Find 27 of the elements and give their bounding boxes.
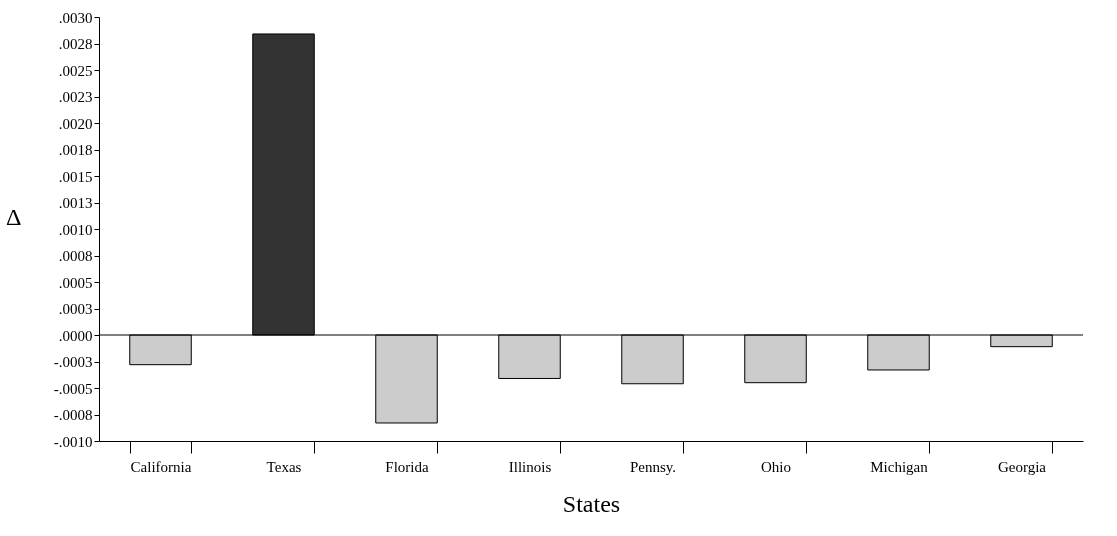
x-tick-label: Pennsy. (629, 458, 677, 475)
x-axis-title: States (562, 490, 621, 517)
x-tick-label: Illinois (508, 458, 552, 475)
y-tick-label: .0003 (58, 301, 93, 317)
x-tick-label: Michigan (870, 458, 929, 475)
y-tick-label: .0000 (58, 327, 93, 344)
y-tick-label: .0020 (58, 115, 93, 132)
y-tick-label: .0015 (58, 168, 93, 185)
y-tick-label: .0028 (58, 36, 93, 52)
x-tick-label: Texas (266, 458, 302, 475)
y-tick-label: .0023 (58, 89, 93, 105)
y-tick-label: .0008 (58, 248, 93, 264)
y-tick-label: -.0005 (53, 380, 93, 397)
y-tick-label: -.0010 (53, 433, 93, 450)
y-axis-title: Δ (6, 203, 22, 230)
x-tick-label: California (130, 458, 192, 475)
y-tick-label: .0005 (58, 274, 93, 291)
y-tick-label: .0030 (58, 9, 93, 26)
y-tick-label: -.0003 (53, 354, 93, 370)
x-tick-label: Ohio (761, 458, 791, 475)
y-tick-label: .0018 (58, 142, 93, 158)
x-tick-label: Florida (385, 458, 429, 475)
y-tick-label: .0013 (58, 195, 93, 211)
x-tick-label: Georgia (997, 458, 1047, 475)
y-tick-label: -.0008 (53, 407, 93, 423)
y-tick-label: .0025 (58, 62, 93, 79)
y-tick-label: .0010 (58, 221, 93, 238)
